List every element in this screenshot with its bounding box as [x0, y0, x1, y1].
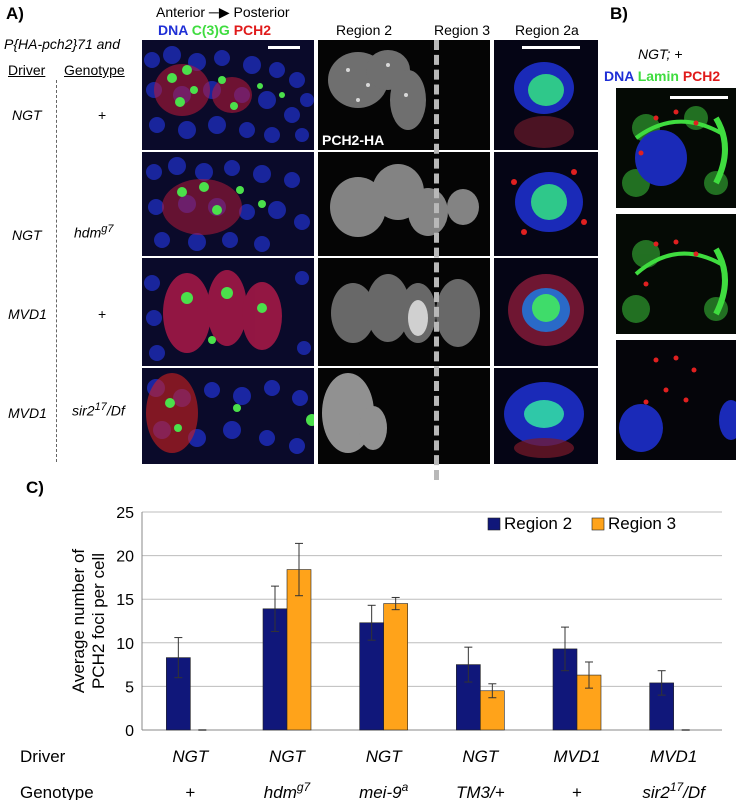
row-2-driver: NGT: [12, 227, 42, 243]
region-2-header: Region 2: [336, 22, 393, 38]
micrograph-pch2-row-1: [318, 40, 490, 150]
row-4-genotype-sup: 17: [94, 401, 107, 413]
direction-label: Anterior ─▶ Posterior: [156, 4, 290, 20]
x-driver-label: MVD1: [553, 747, 600, 766]
row-3-driver: MVD1: [8, 306, 47, 322]
genotype-header: Genotype: [64, 62, 125, 78]
x-driver-label: NGT: [269, 747, 307, 766]
y-tick-label: 15: [116, 592, 134, 609]
stain-legend-a: DNA C(3)G PCH2: [158, 22, 272, 38]
row-1-driver: NGT: [12, 107, 42, 123]
x-genotype-label: mei-9a: [359, 780, 409, 800]
region-2a-header: Region 2a: [515, 22, 579, 38]
row-1-genotype: +: [98, 107, 107, 123]
x-genotype-label: TM3/+: [456, 783, 505, 800]
micrograph-b-dna-pch2: [616, 340, 736, 460]
arrow-right-icon: ─▶: [208, 4, 230, 20]
row-4-driver: MVD1: [8, 405, 47, 421]
row-2-genotype: hdmg7: [74, 223, 114, 241]
panel-a-label: A): [6, 4, 24, 23]
y-axis-label: Average number ofPCH2 foci per cell: [69, 549, 108, 694]
row-2-genotype-sup: g7: [101, 223, 114, 235]
panel-b-title: NGT; +: [638, 46, 683, 62]
x-driver-label: NGT: [366, 747, 404, 766]
micrograph-pch2-row-3: [318, 258, 490, 366]
x-driver-label: NGT: [462, 747, 500, 766]
region-3-header: Region 3: [434, 22, 491, 38]
row-4-genotype: sir217/Df: [72, 401, 125, 419]
pch2-ha-channel-label: PCH2-HA: [322, 132, 385, 148]
micrograph-pch2-row-2: [318, 152, 490, 256]
micrograph-pch2-row-4: [318, 368, 490, 464]
legend-swatch: [487, 517, 501, 531]
bar-region-2: [649, 682, 674, 731]
micrograph-zoom-row-4: [494, 368, 598, 464]
driver-row-label: Driver: [20, 747, 66, 766]
micrograph-merge-row-1: [142, 40, 314, 150]
micrograph-b-lamin-pch2: [616, 214, 736, 334]
panel-c-label: C): [26, 478, 44, 497]
micrograph-b-merge: [616, 88, 736, 208]
y-tick-label: 10: [116, 636, 134, 653]
y-tick-label: 0: [125, 723, 134, 740]
micrograph-zoom-row-2: [494, 152, 598, 256]
micrograph-merge-row-4: [142, 368, 314, 464]
stain-legend-b: DNA Lamin PCH2: [604, 68, 721, 84]
micrograph-merge-row-3: [142, 258, 314, 366]
row-3-genotype: +: [98, 306, 107, 322]
y-tick-label: 5: [125, 679, 134, 696]
legend-label: Region 3: [608, 514, 676, 533]
x-driver-label: MVD1: [650, 747, 697, 766]
bar-region-2: [166, 657, 191, 731]
x-genotype-label: +: [572, 783, 582, 800]
panel-b-label: B): [610, 4, 628, 23]
bar-region-3: [286, 569, 312, 731]
legend-swatch: [591, 517, 605, 531]
region-boundary-line: [434, 40, 439, 480]
legend-label: Region 2: [504, 514, 572, 533]
driver-header: Driver: [8, 62, 46, 78]
construct-label: P{HA-pch2}71 and: [4, 36, 120, 52]
bar-region-3: [383, 603, 408, 731]
micrograph-merge-row-2: [142, 152, 314, 256]
x-genotype-label: sir217/Df: [642, 780, 707, 800]
x-driver-label: NGT: [172, 747, 210, 766]
genotype-row-label: Genotype: [20, 783, 94, 800]
x-genotype-label: hdmg7: [264, 780, 312, 800]
y-tick-label: 20: [116, 549, 134, 566]
row-divider-line: [56, 80, 57, 462]
micrograph-zoom-row-3: [494, 258, 598, 366]
y-tick-label: 25: [116, 505, 134, 522]
micrograph-zoom-row-1: [494, 40, 598, 150]
x-genotype-label: +: [185, 783, 195, 800]
foci-bar-chart: 0 5 10 15 20 25 Average number ofPCH2 foci per…: [20, 505, 722, 800]
